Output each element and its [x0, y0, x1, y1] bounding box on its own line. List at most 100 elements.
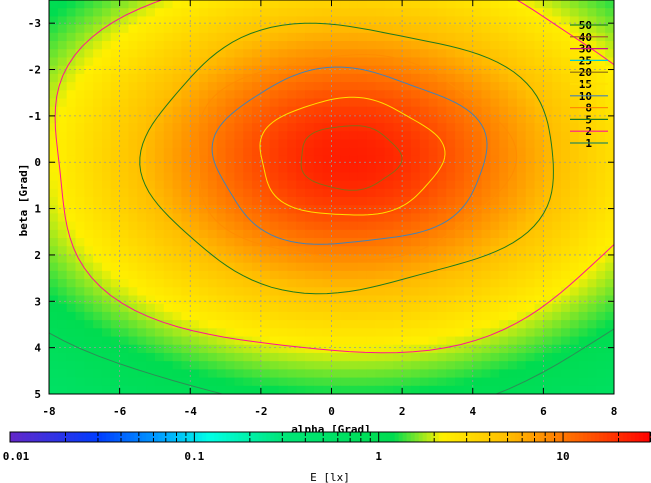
- heatmap-cell: [110, 246, 121, 256]
- heatmap-cell: [216, 246, 227, 256]
- heatmap-cell: [375, 287, 386, 297]
- heatmap-cell: [437, 16, 447, 26]
- heatmap-cell: [101, 336, 112, 346]
- heatmap-cell: [269, 164, 280, 173]
- heatmap-cell: [428, 328, 439, 338]
- heatmap-cell: [455, 131, 465, 141]
- heatmap-cell: [490, 361, 500, 370]
- heatmap-cell: [402, 73, 412, 83]
- heatmap-cell: [128, 221, 138, 231]
- heatmap-cell: [552, 8, 562, 18]
- heatmap-cell: [154, 262, 165, 272]
- contour-legend: 504030252015108521: [570, 19, 608, 150]
- heatmap-cell: [393, 303, 403, 313]
- heatmap-cell: [340, 303, 350, 313]
- heatmap-cell: [437, 106, 447, 116]
- heatmap-cell: [110, 180, 121, 190]
- heatmap-cell: [101, 303, 112, 313]
- heatmap-cell: [313, 197, 324, 206]
- heatmap-cell: [534, 123, 544, 132]
- heatmap-cell: [305, 16, 315, 26]
- heatmap-cell: [154, 213, 165, 223]
- heatmap-cell: [260, 270, 271, 280]
- heatmap-cell: [384, 352, 394, 362]
- heatmap-cell: [137, 303, 147, 313]
- heatmap-cell: [543, 205, 553, 215]
- heatmap-cell: [181, 229, 191, 239]
- heatmap-cell: [137, 16, 147, 26]
- heatmap-cell: [190, 311, 200, 321]
- heatmap-cell: [587, 328, 597, 338]
- heatmap-cell: [605, 139, 614, 149]
- heatmap-cell: [296, 24, 306, 34]
- heatmap-cell: [260, 311, 271, 321]
- heatmap-cell: [499, 147, 509, 157]
- heatmap-cell: [128, 336, 138, 346]
- heatmap-cell: [146, 385, 156, 394]
- grid-lines: [49, 0, 614, 394]
- heatmap-cell: [393, 238, 403, 247]
- heatmap-cell: [349, 82, 359, 91]
- heatmap-cell: [163, 352, 174, 362]
- heatmap-cell: [84, 369, 94, 379]
- heatmap-cell: [446, 221, 456, 231]
- heatmap-cell: [349, 352, 359, 362]
- heatmap-cell: [605, 328, 614, 338]
- heatmap-cell: [331, 172, 341, 182]
- heatmap-cell: [84, 311, 94, 321]
- heatmap-cell: [508, 8, 518, 18]
- heatmap-cell: [243, 49, 253, 59]
- heatmap-cell: [260, 8, 271, 18]
- heatmap-cell: [101, 197, 112, 206]
- heatmap-cell: [508, 41, 518, 50]
- heatmap-cell: [481, 385, 492, 394]
- heatmap-cell: [384, 188, 394, 198]
- heatmap-cell: [93, 352, 103, 362]
- heatmap-cell: [596, 106, 606, 116]
- heatmap-cell: [463, 16, 474, 26]
- heatmap-cell: [437, 139, 447, 149]
- heatmap-cell: [340, 164, 350, 173]
- heatmap-cell: [313, 311, 324, 321]
- heatmap-cell: [578, 361, 589, 370]
- colorbar-segment: [322, 432, 328, 442]
- heatmap-cell: [66, 41, 77, 50]
- heatmap-cell: [437, 82, 447, 91]
- heatmap-cell: [190, 98, 200, 108]
- heatmap-cell: [243, 106, 253, 116]
- heatmap-cell: [446, 123, 456, 132]
- heatmap-cell: [349, 262, 359, 272]
- heatmap-cell: [110, 73, 121, 83]
- heatmap-cell: [481, 320, 492, 329]
- heatmap-cell: [587, 279, 597, 288]
- heatmap-cell: [419, 8, 430, 18]
- heatmap-cell: [419, 65, 430, 75]
- heatmap-cell: [569, 65, 580, 75]
- heatmap-cell: [84, 73, 94, 83]
- heatmap-cell: [84, 336, 94, 346]
- colorbar-segment: [174, 432, 179, 442]
- heatmap-cell: [260, 57, 271, 67]
- heatmap-cell: [578, 106, 589, 116]
- heatmap-cell: [490, 188, 500, 198]
- heatmap-cell: [375, 377, 386, 387]
- heatmap-cell: [225, 131, 235, 141]
- heatmap-cell: [93, 164, 103, 173]
- heatmap-cell: [419, 385, 430, 394]
- heatmap-cell: [419, 262, 430, 272]
- heatmap-cell: [543, 16, 553, 26]
- heatmap-cell: [252, 164, 262, 173]
- heatmap-cell: [322, 270, 333, 280]
- heatmap-cell: [481, 41, 492, 50]
- heatmap-cell: [84, 147, 94, 157]
- colorbar-segment: [542, 432, 548, 442]
- heatmap-cell: [561, 377, 571, 387]
- heatmap-cell: [119, 270, 130, 280]
- heatmap-cell: [313, 320, 324, 329]
- heatmap-cell: [57, 344, 68, 354]
- heatmap-cell: [596, 155, 606, 165]
- heatmap-cell: [207, 188, 218, 198]
- heatmap-cell: [340, 361, 350, 370]
- heatmap-cell: [349, 197, 359, 206]
- heatmap-cell: [243, 73, 253, 83]
